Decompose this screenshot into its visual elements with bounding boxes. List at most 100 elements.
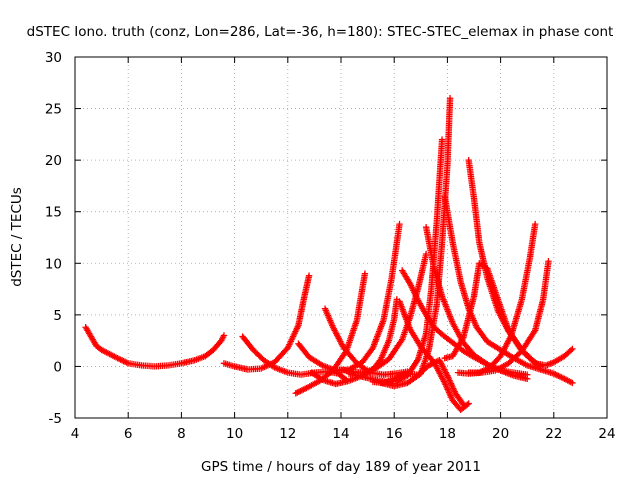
data-point — [229, 362, 237, 370]
data-point — [357, 373, 364, 380]
data-point — [494, 294, 501, 301]
data-point — [495, 355, 502, 362]
data-point — [457, 276, 464, 284]
data-point — [548, 369, 556, 377]
data-point — [384, 339, 392, 346]
data-point — [438, 291, 445, 298]
data-point — [256, 365, 263, 372]
data-point — [428, 356, 435, 363]
data-point — [539, 297, 546, 305]
data-point — [567, 378, 575, 386]
x-tick-label: 24 — [598, 426, 615, 442]
x-tick-label: 16 — [386, 426, 403, 442]
data-point — [470, 294, 477, 302]
data-points — [82, 95, 576, 413]
data-point — [396, 222, 403, 230]
y-tick-label: 15 — [45, 205, 62, 221]
data-point — [402, 380, 410, 387]
data-point — [522, 371, 529, 378]
series-10 — [377, 95, 454, 390]
data-point — [389, 376, 396, 383]
x-tick-label: 10 — [226, 426, 243, 442]
data-point — [344, 378, 351, 385]
data-point — [189, 357, 197, 364]
data-point — [481, 335, 489, 342]
y-tick-label: 5 — [53, 308, 62, 324]
data-point — [422, 364, 430, 371]
data-point — [123, 359, 130, 366]
data-point — [545, 259, 552, 267]
series-14 — [422, 223, 531, 378]
data-point — [458, 398, 465, 405]
x-tick-label: 20 — [492, 426, 509, 442]
data-point — [462, 402, 470, 409]
series-19 — [454, 258, 552, 377]
data-point — [419, 263, 427, 271]
data-point — [567, 346, 575, 354]
data-point — [329, 322, 336, 329]
data-point — [379, 318, 387, 325]
data-point — [507, 333, 514, 341]
data-point — [414, 295, 421, 302]
data-point — [459, 335, 466, 343]
data-point — [282, 347, 289, 354]
data-point — [300, 297, 307, 305]
data-point — [518, 297, 525, 305]
data-point — [446, 96, 454, 104]
x-tick-label: 4 — [71, 426, 80, 442]
axis-ticks: 4 6 8 10 12 14 16 18 20 22 24 -5 0 5 10 15 20 25 30 — [45, 50, 616, 442]
data-point — [95, 344, 103, 352]
series-11 — [369, 357, 467, 408]
data-point — [535, 362, 543, 369]
data-point — [351, 357, 358, 364]
y-tick-label: 25 — [45, 102, 62, 118]
data-point — [258, 354, 265, 361]
x-axis-label: GPS time / hours of day 189 of year 2011 — [201, 459, 481, 475]
x-tick-label: 22 — [545, 426, 562, 442]
data-point — [494, 344, 501, 352]
data-point — [481, 359, 488, 366]
chart-title: dSTEC Iono. truth (conz, Lon=286, Lat=-3… — [27, 24, 614, 40]
y-tick-label: -5 — [49, 411, 62, 427]
data-point — [375, 358, 382, 366]
series-3 — [239, 333, 350, 384]
data-point — [367, 347, 374, 354]
data-point — [215, 340, 223, 347]
data-point — [468, 349, 475, 356]
data-point — [459, 399, 466, 407]
data-point — [436, 328, 443, 336]
y-tick-label: 20 — [45, 153, 62, 169]
data-point — [516, 350, 523, 357]
data-point — [534, 361, 542, 368]
data-point — [566, 348, 573, 355]
data-point — [422, 331, 429, 339]
data-point — [413, 357, 421, 364]
data-point — [247, 344, 255, 351]
data-point — [282, 368, 290, 376]
data-point — [305, 274, 312, 281]
data-point — [413, 371, 420, 378]
x-tick-label: 12 — [279, 426, 296, 442]
data-point — [382, 358, 390, 365]
data-point — [531, 328, 538, 336]
data-point — [448, 318, 456, 325]
series-8 — [337, 296, 401, 376]
series-12 — [396, 298, 472, 413]
data-point — [449, 237, 456, 245]
series-17 — [441, 260, 544, 370]
data-point — [438, 138, 446, 145]
y-axis-label: dSTEC / TECUs — [9, 187, 25, 287]
data-point — [207, 348, 214, 356]
x-tick-label: 18 — [439, 426, 456, 442]
x-tick-label: 6 — [124, 426, 133, 442]
series-15 — [441, 193, 576, 387]
data-point — [530, 330, 537, 337]
x-tick-label: 14 — [332, 426, 349, 442]
data-point — [414, 286, 421, 293]
data-point — [406, 324, 413, 331]
data-point — [303, 351, 311, 358]
series-1 — [82, 324, 228, 370]
data-point — [397, 337, 405, 345]
data-point — [531, 222, 539, 230]
